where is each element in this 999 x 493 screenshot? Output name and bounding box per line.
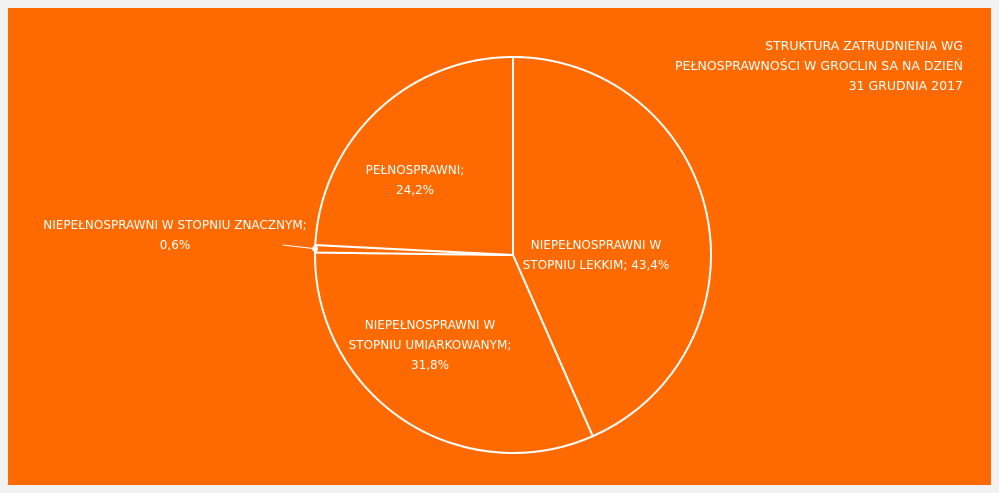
data-label: NIEPEŁNOSPRAWNI W STOPNIU UMIARKOWANYM; …: [345, 315, 515, 375]
chart: STRUKTURA ZATRUDNIENIA WG PEŁNOSPRAWNOŚC…: [8, 8, 991, 485]
label-category: NIEPEŁNOSPRAWNI W STOPNIU LEKKIM;: [522, 238, 662, 272]
label-category: NIEPEŁNOSPRAWNI W STOPNIU ZNACZNYM;: [43, 218, 307, 232]
data-label: PEŁNOSPRAWNI; 24,2%: [350, 160, 480, 200]
data-label: NIEPEŁNOSPRAWNI W STOPNIU LEKKIM; 43,4%: [521, 235, 671, 275]
pie-slice: [314, 251, 595, 454]
chart-title: STRUKTURA ZATRUDNIENIA WG PEŁNOSPRAWNOŚC…: [675, 38, 963, 93]
leader-dot: [312, 245, 319, 252]
data-label: NIEPEŁNOSPRAWNI W STOPNIU ZNACZNYM; 0,6%: [35, 215, 315, 255]
label-value: 24,2%: [395, 183, 435, 197]
label-value: 43,4%: [631, 258, 670, 272]
pie-slice: [314, 55, 514, 257]
leader-line: [282, 244, 316, 250]
pie-slice: [512, 55, 712, 438]
label-value: 31,8%: [410, 358, 450, 372]
label-category: NIEPEŁNOSPRAWNI W STOPNIU UMIARKOWANYM;: [348, 318, 512, 352]
label-category: PEŁNOSPRAWNI;: [365, 163, 465, 177]
pie-canvas: [8, 8, 991, 485]
label-value: 0,6%: [159, 238, 191, 252]
